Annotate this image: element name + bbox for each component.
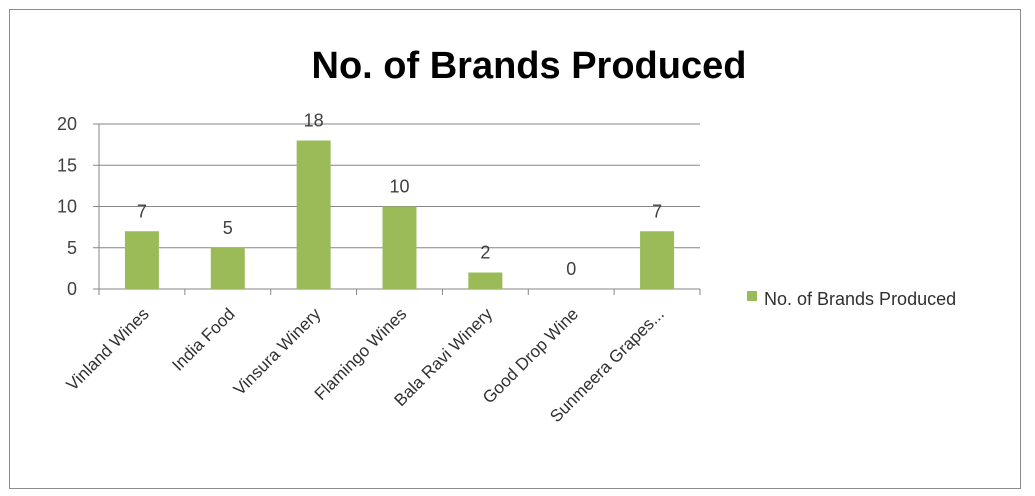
bar	[640, 231, 675, 289]
data-label: 10	[389, 177, 409, 197]
x-category-label: India Food	[168, 304, 238, 374]
chart-frame	[9, 9, 1021, 489]
x-category-label: Flamingo Wines	[311, 304, 411, 404]
legend: No. of Brands Produced	[747, 289, 956, 309]
legend-swatch	[747, 291, 757, 301]
bar	[210, 247, 245, 289]
data-label: 5	[223, 218, 233, 238]
y-tick-label: 0	[67, 279, 77, 299]
y-tick-label: 10	[57, 197, 77, 217]
x-category-label: Vinsura Winery	[230, 304, 325, 399]
bar	[124, 231, 159, 289]
chart-title: No. of Brands Produced	[312, 45, 747, 87]
y-tick-label: 15	[57, 155, 77, 175]
data-label: 7	[137, 201, 147, 221]
data-label: 18	[304, 111, 324, 131]
data-label: 0	[566, 259, 576, 279]
x-category-label: Vinland Wines	[63, 304, 153, 394]
y-axis-ticks: 0 5 10 15 20	[57, 114, 77, 299]
legend-label: No. of Brands Produced	[764, 289, 956, 309]
bars	[124, 140, 675, 289]
data-labels: 7 5 18 10 2 0 7	[137, 111, 662, 280]
bar	[382, 206, 417, 289]
y-tick-label: 5	[67, 238, 77, 258]
data-label: 2	[480, 243, 490, 263]
bar	[296, 140, 331, 289]
bar	[468, 272, 503, 289]
y-tick-label: 20	[57, 114, 77, 134]
data-label: 7	[652, 201, 662, 221]
